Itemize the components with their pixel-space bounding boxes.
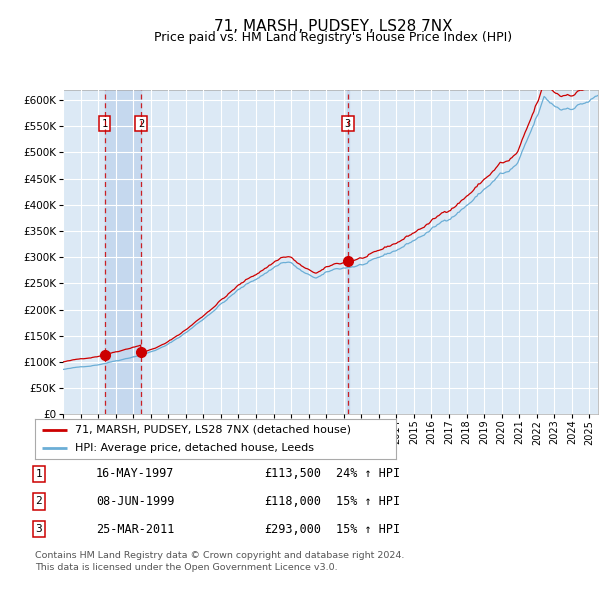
Text: HPI: Average price, detached house, Leeds: HPI: Average price, detached house, Leed… — [74, 443, 314, 453]
Text: £118,000: £118,000 — [264, 495, 321, 508]
Text: 71, MARSH, PUDSEY, LS28 7NX: 71, MARSH, PUDSEY, LS28 7NX — [214, 19, 452, 34]
Text: £293,000: £293,000 — [264, 523, 321, 536]
Text: 15% ↑ HPI: 15% ↑ HPI — [336, 523, 400, 536]
Text: Contains HM Land Registry data © Crown copyright and database right 2024.: Contains HM Land Registry data © Crown c… — [35, 552, 404, 560]
Text: 24% ↑ HPI: 24% ↑ HPI — [336, 467, 400, 480]
Text: 2: 2 — [35, 497, 43, 506]
Text: £113,500: £113,500 — [264, 467, 321, 480]
Text: 08-JUN-1999: 08-JUN-1999 — [96, 495, 175, 508]
Text: 25-MAR-2011: 25-MAR-2011 — [96, 523, 175, 536]
Text: 1: 1 — [35, 469, 43, 478]
Text: This data is licensed under the Open Government Licence v3.0.: This data is licensed under the Open Gov… — [35, 563, 337, 572]
Bar — [104, 90, 141, 414]
Text: Price paid vs. HM Land Registry's House Price Index (HPI): Price paid vs. HM Land Registry's House … — [154, 31, 512, 44]
Text: 71, MARSH, PUDSEY, LS28 7NX (detached house): 71, MARSH, PUDSEY, LS28 7NX (detached ho… — [74, 425, 350, 435]
Text: 2: 2 — [138, 119, 144, 129]
Text: 3: 3 — [344, 119, 351, 129]
Bar — [347, 90, 349, 414]
Text: 1: 1 — [101, 119, 108, 129]
Text: 3: 3 — [35, 525, 43, 534]
Text: 15% ↑ HPI: 15% ↑ HPI — [336, 495, 400, 508]
Text: 16-MAY-1997: 16-MAY-1997 — [96, 467, 175, 480]
